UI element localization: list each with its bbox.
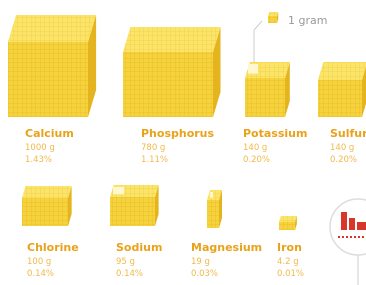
legend-label: 1 gram: [288, 14, 327, 27]
cubes: [8, 12, 366, 230]
element-percent: 0.03%: [191, 269, 218, 279]
page: 1 gram Calcium 1000 g 1.43% Phosphorus 780 g…: [0, 0, 366, 285]
cube-notch: [210, 192, 213, 198]
cube-notch: [113, 187, 124, 194]
cube-front: [279, 222, 295, 230]
detail-icon: [357, 222, 366, 230]
detail-icon: [341, 212, 347, 230]
element-mass: 1000 g: [25, 143, 55, 153]
cube-front: [22, 198, 68, 226]
detail-icon: [349, 218, 355, 230]
legend-connector: [254, 21, 262, 30]
element-name: Potassium: [243, 127, 307, 140]
cube-top: [279, 216, 297, 222]
element-name: Phosphorus: [141, 127, 215, 140]
element-mass: 100 g: [27, 257, 51, 267]
element-mass: 140 g: [243, 143, 267, 153]
element-name: Sodium: [116, 241, 162, 254]
element-percent: 1.43%: [25, 155, 52, 165]
element-mass: 4.2 g: [277, 257, 299, 267]
cube-top: [318, 62, 366, 80]
cube-front: [207, 200, 219, 228]
cube-front: [245, 78, 285, 117]
cube-front: [123, 52, 213, 117]
element-mass: 780 g: [141, 143, 165, 153]
element-percent: 0.01%: [277, 269, 304, 279]
element-name: Magnesium: [191, 241, 262, 254]
element-name: Iron: [277, 241, 302, 254]
cube-front: [268, 16, 277, 23]
element-name: Chlorine: [27, 241, 79, 254]
cube-front: [318, 80, 362, 117]
element-percent: 1.11%: [141, 155, 168, 165]
cube-top: [268, 12, 278, 16]
element-name: Calcium: [25, 127, 74, 140]
cube-top: [8, 15, 96, 42]
cube-front: [8, 42, 88, 117]
element-percent: 0.20%: [243, 155, 270, 165]
element-percent: 0.14%: [116, 269, 143, 279]
element-percent: 0.14%: [27, 269, 54, 279]
element-mass: 19 g: [191, 257, 210, 267]
infographic: 1 gram Calcium 1000 g 1.43% Phosphorus 780 g…: [0, 0, 366, 285]
element-percent: 0.20%: [330, 155, 357, 165]
cube-top: [22, 186, 72, 198]
cube-notch: [248, 64, 258, 74]
cube-front: [110, 197, 155, 226]
element-mass: 95 g: [116, 257, 135, 267]
element-mass: 140 g: [330, 143, 354, 153]
element-name: Sulfur: [330, 127, 366, 140]
cube-top: [123, 27, 221, 52]
